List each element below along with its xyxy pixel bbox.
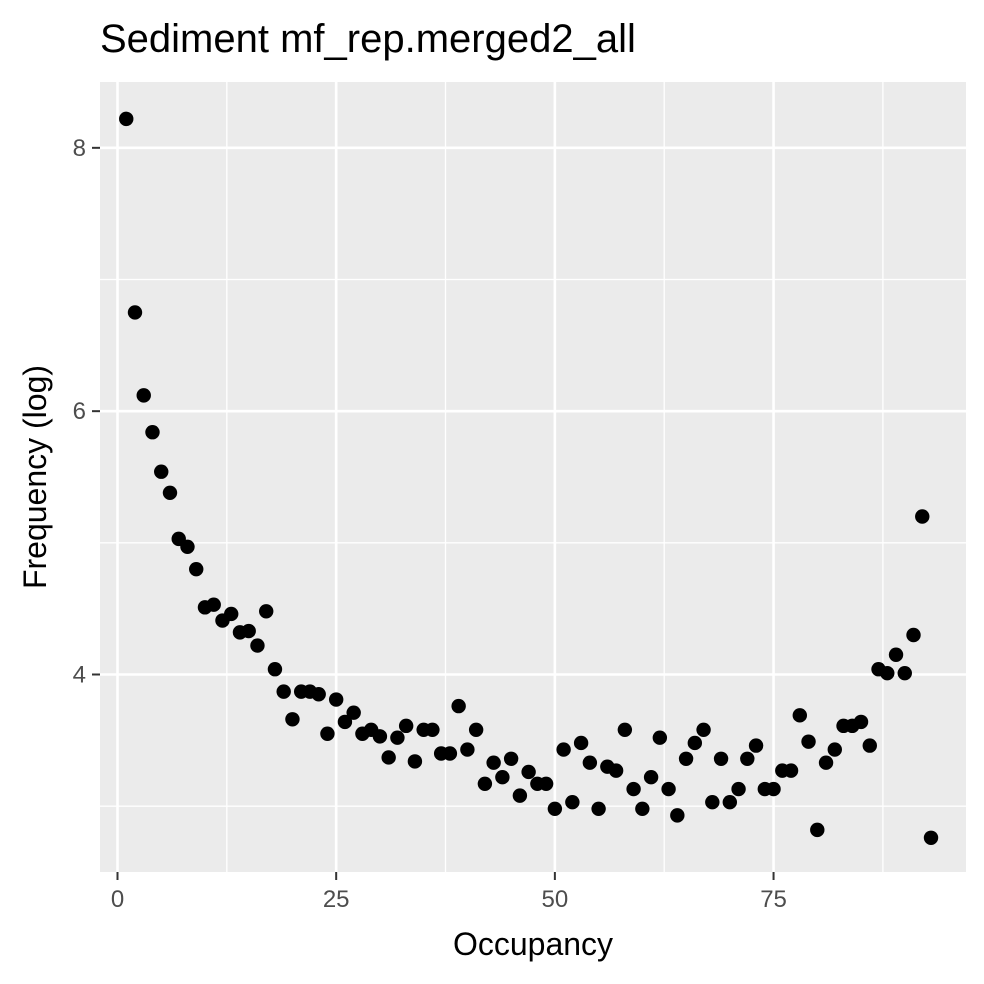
data-point xyxy=(538,776,554,791)
y-tick-label: 8 xyxy=(73,135,86,162)
data-point xyxy=(880,665,895,681)
data-point xyxy=(442,746,458,761)
data-point xyxy=(556,742,571,757)
major-gridlines xyxy=(100,82,966,872)
y-axis-title: Frequency (log) xyxy=(17,365,53,589)
data-point xyxy=(346,705,361,720)
data-point xyxy=(740,751,755,766)
data-point xyxy=(783,763,799,778)
x-axis-ticks: 0 25 50 75 xyxy=(111,872,787,913)
data-point xyxy=(206,597,221,612)
data-point xyxy=(285,712,300,727)
y-tick-label: 4 xyxy=(73,662,86,689)
y-axis-ticks: 4 6 8 xyxy=(73,135,100,689)
data-point xyxy=(512,788,528,803)
x-tick-label: 0 xyxy=(111,886,124,913)
data-point xyxy=(503,751,519,766)
data-points xyxy=(119,111,939,845)
data-point xyxy=(635,801,650,816)
data-point xyxy=(390,730,405,745)
data-point xyxy=(897,665,912,681)
data-point xyxy=(311,687,326,702)
data-point xyxy=(136,388,151,403)
data-point xyxy=(328,692,344,707)
data-point xyxy=(259,604,274,619)
data-point xyxy=(906,627,921,643)
data-point xyxy=(460,742,475,757)
data-point xyxy=(591,801,606,816)
data-point xyxy=(573,735,589,751)
data-point xyxy=(320,726,335,741)
data-point xyxy=(162,485,178,500)
data-point xyxy=(792,708,807,723)
data-point xyxy=(766,781,781,797)
data-point xyxy=(748,738,764,753)
data-point xyxy=(468,722,484,737)
minor-gridlines xyxy=(100,82,966,872)
data-point xyxy=(495,770,510,785)
data-point xyxy=(241,623,256,639)
data-point xyxy=(687,735,703,751)
data-point xyxy=(276,684,291,699)
data-point xyxy=(398,718,414,734)
data-point xyxy=(119,111,134,127)
data-point xyxy=(915,509,930,524)
data-point xyxy=(827,742,842,757)
data-point xyxy=(477,776,493,791)
data-point xyxy=(731,781,746,797)
data-point xyxy=(565,795,580,810)
data-point xyxy=(923,830,939,845)
x-axis-title: Occupancy xyxy=(453,926,613,962)
data-point xyxy=(486,755,501,770)
x-tick-label: 25 xyxy=(323,886,350,913)
data-point xyxy=(180,539,195,554)
data-point xyxy=(608,763,624,778)
data-point xyxy=(154,464,169,479)
data-point xyxy=(696,722,711,737)
data-point xyxy=(451,698,466,714)
data-point xyxy=(145,425,160,440)
data-point xyxy=(189,561,204,577)
data-point xyxy=(862,738,877,753)
data-point xyxy=(670,808,685,823)
data-point xyxy=(643,770,659,785)
x-tick-label: 50 xyxy=(542,886,569,913)
chart-title: Sediment mf_rep.merged2_all xyxy=(100,17,636,61)
data-point xyxy=(407,754,423,769)
data-point xyxy=(652,730,668,745)
data-point xyxy=(853,714,869,730)
data-point xyxy=(678,751,694,766)
data-point xyxy=(818,755,834,770)
data-point xyxy=(250,638,265,653)
data-point xyxy=(705,795,720,810)
data-point xyxy=(127,305,143,320)
data-point xyxy=(713,751,729,766)
data-point xyxy=(425,722,440,737)
data-point xyxy=(661,781,676,797)
x-tick-label: 75 xyxy=(760,886,787,913)
data-point xyxy=(547,801,563,816)
data-point xyxy=(337,714,353,730)
data-point xyxy=(722,795,738,810)
data-point xyxy=(372,729,388,744)
data-point xyxy=(381,750,396,765)
data-point xyxy=(224,606,239,622)
data-point xyxy=(521,764,536,780)
data-point xyxy=(810,822,825,838)
data-point xyxy=(626,781,641,797)
data-point xyxy=(888,647,904,662)
data-point xyxy=(267,662,283,677)
data-point xyxy=(582,755,598,770)
data-point xyxy=(617,722,633,737)
data-point xyxy=(801,734,816,749)
y-tick-label: 6 xyxy=(73,398,86,425)
plot-panel xyxy=(100,82,966,872)
